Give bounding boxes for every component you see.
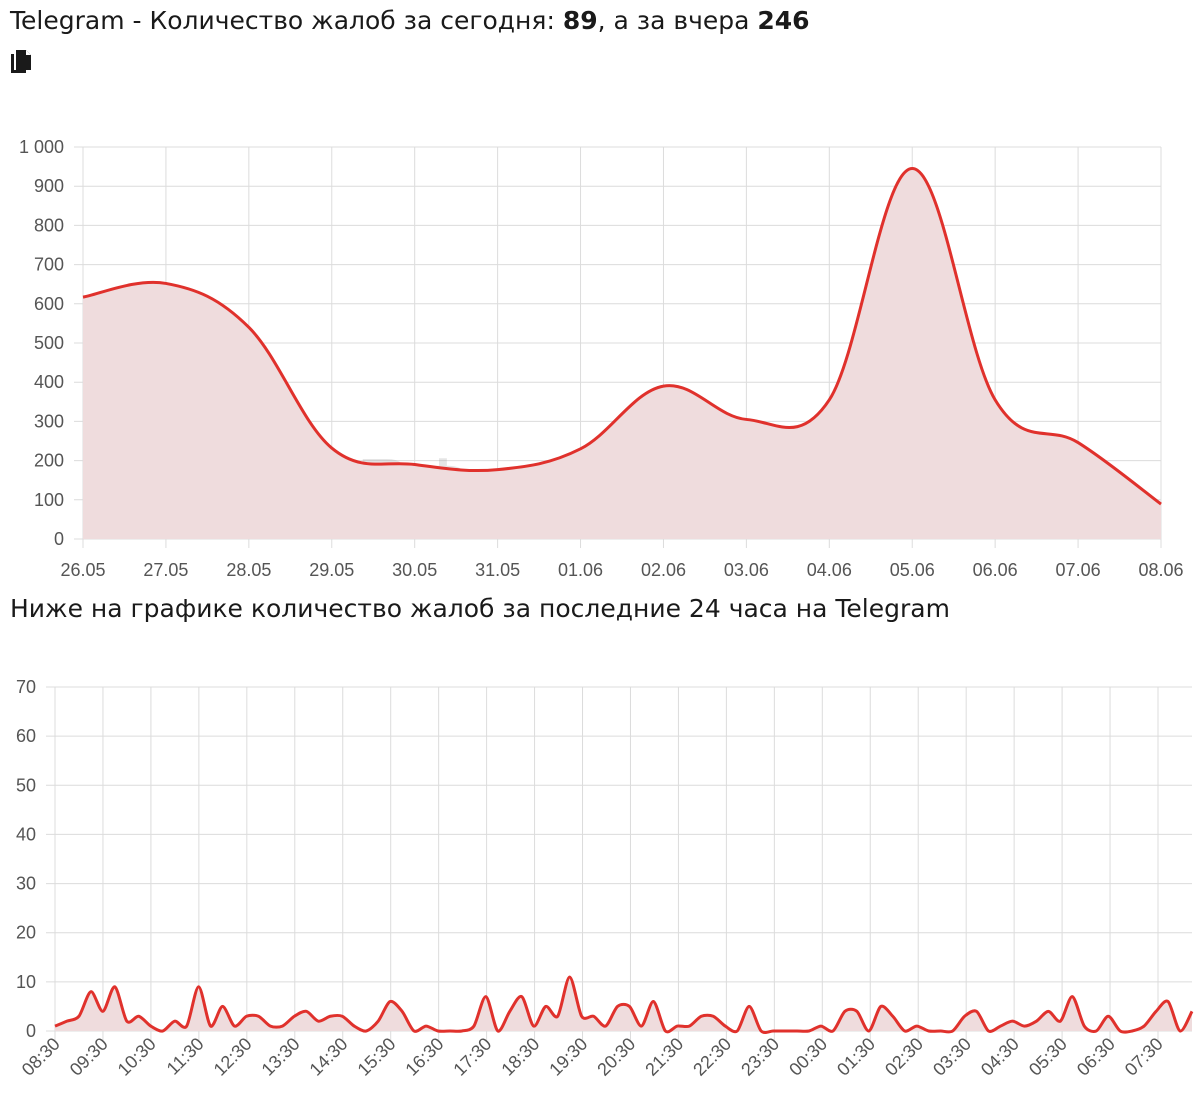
copy-icon — [11, 50, 31, 73]
x-tick-label: 13:30 — [258, 1034, 304, 1080]
x-tick-label: 30.05 — [392, 560, 437, 580]
y-tick-label: 0 — [26, 1021, 36, 1041]
title-middle: , а за вчера — [597, 6, 758, 35]
x-tick-label: 31.05 — [475, 560, 520, 580]
x-tick-label: 07:30 — [1121, 1034, 1167, 1080]
y-tick-label: 0 — [54, 529, 64, 549]
y-tick-label: 400 — [34, 372, 64, 392]
series-line — [82, 167, 1162, 506]
x-tick-label: 23:30 — [737, 1034, 783, 1080]
x-tick-label: 28.05 — [226, 560, 271, 580]
yesterday-count: 246 — [757, 6, 810, 35]
x-tick-label: 02.06 — [641, 560, 686, 580]
x-tick-label: 15:30 — [354, 1034, 400, 1080]
x-tick-label: 03.06 — [724, 560, 769, 580]
x-ticks: 26.05 27.05 28.05 29.05 30.05 31.05 01.06 02.06… — [60, 560, 1183, 580]
y-tick-label: 200 — [34, 451, 64, 471]
x-tick-label: 08:30 — [18, 1034, 64, 1080]
hourly-subheading: Ниже на графике количество жалоб за посл… — [10, 594, 950, 623]
today-count: 89 — [562, 6, 598, 35]
x-tick-label: 00:30 — [785, 1034, 831, 1080]
y-tick-label: 10 — [16, 972, 36, 992]
y-tick-label: 30 — [16, 874, 36, 894]
y-tick-label: 700 — [34, 255, 64, 275]
x-tick-label: 18:30 — [497, 1034, 543, 1080]
x-tick-label: 12:30 — [210, 1034, 256, 1080]
x-tick-label: 19:30 — [545, 1034, 591, 1080]
x-tick-label: 29.05 — [309, 560, 354, 580]
x-tick-label: 04:30 — [977, 1034, 1023, 1080]
y-tick-label: 70 — [16, 677, 36, 697]
x-tick-label: 10:30 — [114, 1034, 160, 1080]
y-tick-label: 50 — [16, 775, 36, 795]
y-ticks: 0 100 200 300 400 500 600 700 800 900 1 000 — [19, 137, 64, 549]
title-prefix: Telegram - Количество жалоб за сегодня: — [10, 6, 563, 35]
y-tick-label: 900 — [34, 176, 64, 196]
x-tick-label: 21:30 — [641, 1034, 687, 1080]
x-tick-label: 22:30 — [689, 1034, 735, 1080]
y-tick-label: 60 — [16, 726, 36, 746]
y-tick-label: 600 — [34, 294, 64, 314]
y-ticks: 0 10 20 30 40 50 60 70 — [16, 677, 36, 1041]
y-tick-label: 500 — [34, 333, 64, 353]
x-tick-label: 17:30 — [449, 1034, 495, 1080]
x-tick-label: 06.06 — [973, 560, 1018, 580]
x-tick-label: 06:30 — [1073, 1034, 1119, 1080]
x-tick-label: 02:30 — [881, 1034, 927, 1080]
y-tick-label: 1 000 — [19, 137, 64, 157]
x-tick-label: 07.06 — [1056, 560, 1101, 580]
x-tick-label: 04.06 — [807, 560, 852, 580]
x-tick-label: 01:30 — [833, 1034, 879, 1080]
y-tick-label: 40 — [16, 824, 36, 844]
x-tick-label: 16:30 — [401, 1034, 447, 1080]
page-title: Telegram - Количество жалоб за сегодня: … — [10, 4, 810, 38]
x-ticks: 08:30 09:30 10:30 11:30 12:30 13:30 14:30 15:30… — [18, 1034, 1167, 1080]
grid-layer — [46, 686, 1192, 1040]
x-tick-label: 05.06 — [890, 560, 935, 580]
x-tick-label: 20:30 — [593, 1034, 639, 1080]
x-tick-label: 26.05 — [60, 560, 105, 580]
x-tick-label: 03:30 — [929, 1034, 975, 1080]
x-tick-label: 01.06 — [558, 560, 603, 580]
x-tick-label: 14:30 — [306, 1034, 352, 1080]
x-tick-label: 09:30 — [66, 1034, 112, 1080]
area-fill — [83, 168, 1161, 539]
series-line — [54, 975, 1194, 1035]
y-tick-label: 800 — [34, 215, 64, 235]
x-tick-label: 05:30 — [1025, 1034, 1071, 1080]
copy-button[interactable] — [8, 48, 34, 76]
hourly-complaints-chart: 0 10 20 30 40 50 60 70 08:30 09:30 10:30 11:30 12:3… — [16, 677, 1194, 1080]
y-tick-label: 20 — [16, 923, 36, 943]
x-tick-label: 08.06 — [1138, 560, 1183, 580]
y-tick-label: 300 — [34, 411, 64, 431]
x-tick-label: 11:30 — [163, 1034, 208, 1079]
x-tick-label: 27.05 — [143, 560, 188, 580]
y-tick-label: 100 — [34, 490, 64, 510]
